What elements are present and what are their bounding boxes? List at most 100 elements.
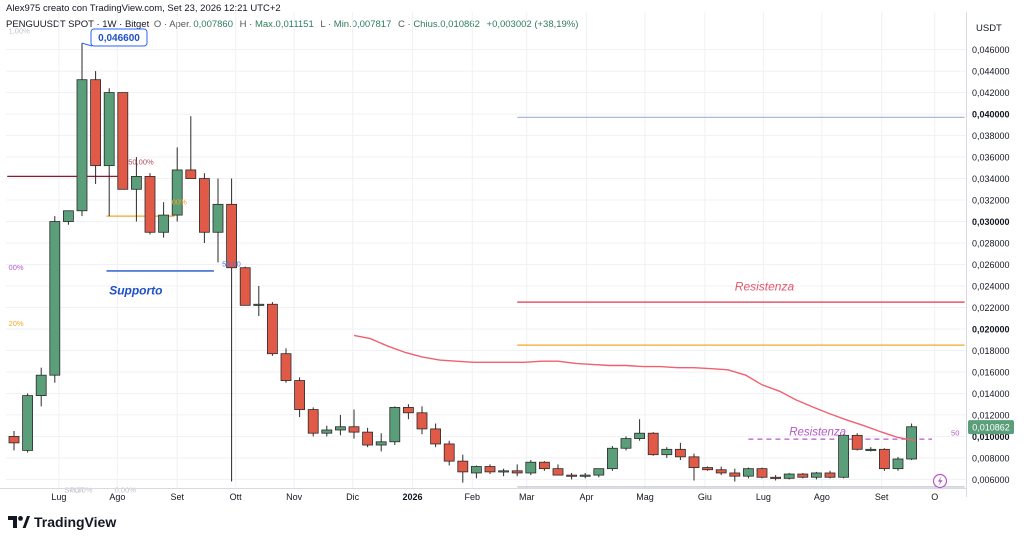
candle-down (675, 442, 686, 461)
time-tick-label: Ott (230, 492, 243, 502)
moving-average-line (353, 334, 916, 442)
candle-up (892, 456, 904, 471)
moving-average-layer (353, 334, 916, 442)
candle-body (851, 434, 863, 450)
ohlc-high-value: Max.0,011151 (254, 19, 314, 30)
candle-down (443, 440, 455, 466)
time-axis[interactable]: Lug Ago Set Ott Nov Dic 2026 Feb Mar Apr Mag Giu Lug… (0, 488, 966, 503)
candle-body (35, 374, 47, 396)
last-price-tag-bg (968, 420, 1014, 435)
time-tick-label: Ago (109, 492, 125, 502)
candle-up (22, 393, 34, 453)
candle-body (579, 474, 591, 477)
ohlc-open-value: 0,007860 (193, 19, 233, 30)
fib-label-bottom-2: 0,00% (115, 485, 137, 494)
candle-down (402, 404, 414, 420)
candle-body (498, 470, 510, 473)
candle-up (212, 178, 224, 263)
time-tick-label: Nov (286, 492, 303, 502)
tradingview-logo-text: TradingView (34, 514, 117, 530)
candle-body (103, 92, 115, 167)
candle-down (484, 464, 496, 475)
candle-down (824, 470, 836, 479)
price-tick-label: 0,046000 (972, 45, 1010, 55)
candle-body (593, 468, 605, 476)
fib-label-blue: 50,00 (222, 260, 241, 269)
candle-up (906, 423, 917, 461)
candle-down (729, 468, 741, 482)
candle-up (811, 471, 822, 480)
peak-callout-box (90, 28, 148, 47)
price-tick-label: 0,018000 (972, 346, 1010, 356)
fib-label-orange-left: 00% (172, 197, 187, 206)
candle-body (63, 210, 74, 222)
candle-body (239, 267, 251, 306)
candle-body (811, 472, 822, 478)
price-tick-label: 0,030000 (972, 217, 1010, 227)
candle-up (743, 467, 754, 479)
label-supporto: Supporto (109, 284, 162, 298)
label-resistenza-2: Resistenza (789, 426, 846, 438)
price-tick-label: 0,038000 (972, 131, 1010, 141)
price-tick-label: 0,010000 (972, 432, 1010, 442)
candle-down (511, 464, 523, 477)
candle-body (715, 469, 727, 474)
candles-layer (8, 43, 917, 483)
price-tick-label: 0,028000 (972, 239, 1010, 249)
ohlc-change-value: +0,003002 (+38,19%) (486, 19, 579, 30)
candle-up (35, 367, 47, 407)
candle-down (770, 475, 781, 481)
candle-body (253, 303, 265, 306)
candle-down (851, 433, 863, 451)
symbol-name[interactable]: PENGUUSDT SPOT · 1W · Bitget (6, 19, 150, 30)
fib-label-bottom-1: 0,00% (71, 485, 93, 494)
candle-down (266, 302, 278, 356)
time-tick-label: Dic (346, 492, 359, 502)
candle-down (348, 409, 360, 439)
candle-body (879, 448, 890, 470)
candle-body (729, 472, 741, 477)
fib-label-top-1: 1,00% (9, 26, 31, 35)
time-tick-label: Feb (465, 492, 481, 502)
candle-body (756, 468, 768, 478)
candle-body (416, 412, 428, 430)
candle-body (634, 432, 645, 439)
lightning-icon (932, 473, 948, 489)
candle-up (607, 446, 618, 471)
label-resistenza-1: Resistenza (735, 279, 795, 293)
candle-body (348, 426, 360, 433)
price-tick-label: 0,006000 (972, 475, 1010, 485)
peak-price-callout: 0,046600 (81, 28, 148, 47)
candle-up (321, 425, 333, 437)
price-axis[interactable]: USDT 0,006000 0,008000 0,010000 0,012000 0,01… (966, 12, 1015, 497)
candle-body (525, 461, 537, 474)
candle-body (402, 407, 414, 414)
ohlc-low-value: Min.0,007817 (333, 19, 392, 30)
candle-body (389, 407, 401, 443)
candle-body (49, 221, 61, 376)
candle-down (280, 348, 292, 383)
last-price-tag: 0,010862 (968, 420, 1014, 435)
price-axis-title: USDT (976, 23, 1002, 34)
time-tick-label: Ago (814, 492, 830, 502)
candle-body (743, 468, 754, 477)
time-tick-label: Mar (519, 492, 535, 502)
price-tick-label: 0,024000 (972, 281, 1010, 291)
candle-up (63, 210, 74, 225)
candle-body (443, 443, 455, 462)
candle-body (117, 92, 129, 190)
lightning-icon-bolt (937, 476, 943, 486)
time-tick-label: 2026 (402, 492, 422, 502)
tradingview-logo[interactable]: TradingView (8, 514, 116, 530)
candle-body (90, 79, 101, 167)
candle-body (838, 434, 849, 478)
candle-down (552, 464, 564, 476)
candle-body (484, 466, 496, 473)
ohlc-close-label: C · Chius.0,010862 (398, 19, 480, 30)
candle-down (416, 406, 428, 435)
candle-up (130, 157, 142, 222)
candle-up (525, 460, 537, 476)
candle-down (90, 71, 101, 184)
candle-up (498, 468, 510, 477)
